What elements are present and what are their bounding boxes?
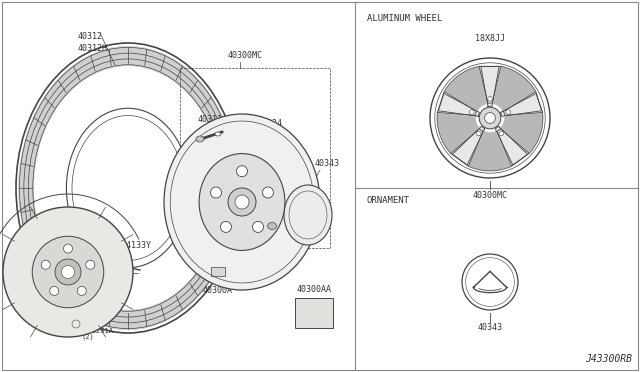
Polygon shape [493, 66, 536, 110]
Circle shape [86, 260, 95, 269]
Circle shape [506, 110, 511, 114]
Polygon shape [451, 129, 483, 166]
Ellipse shape [284, 185, 332, 245]
Text: 3: 3 [74, 321, 77, 327]
Circle shape [63, 244, 72, 253]
Circle shape [235, 195, 249, 209]
Text: 18X8JJ: 18X8JJ [475, 33, 505, 42]
Text: 40300MC: 40300MC [228, 51, 263, 60]
Circle shape [55, 259, 81, 285]
Circle shape [50, 286, 59, 295]
Polygon shape [452, 126, 484, 165]
Ellipse shape [19, 46, 238, 330]
Text: 40343: 40343 [315, 159, 340, 168]
Circle shape [488, 96, 492, 101]
Text: 40224: 40224 [258, 119, 283, 128]
Polygon shape [501, 112, 543, 153]
Polygon shape [444, 66, 487, 110]
Circle shape [211, 187, 221, 198]
Circle shape [470, 110, 474, 114]
Polygon shape [495, 126, 527, 165]
Text: 40300A: 40300A [203, 286, 233, 295]
Circle shape [435, 63, 545, 173]
Polygon shape [438, 93, 479, 116]
Circle shape [32, 236, 104, 308]
Circle shape [220, 221, 232, 232]
Circle shape [228, 188, 256, 216]
Polygon shape [497, 129, 529, 166]
Text: ORNAMENT: ORNAMENT [367, 196, 410, 205]
Text: 40343: 40343 [477, 324, 502, 333]
Text: 44133Y: 44133Y [122, 241, 152, 250]
Ellipse shape [34, 66, 222, 310]
Circle shape [499, 131, 504, 136]
Ellipse shape [164, 114, 320, 290]
Text: @08110-8201A
(2): @08110-8201A (2) [63, 327, 113, 340]
Circle shape [262, 187, 273, 198]
Text: 40300MC: 40300MC [472, 190, 508, 199]
Text: 40311: 40311 [198, 115, 223, 124]
Text: J43300RB: J43300RB [585, 354, 632, 364]
Text: 40312H: 40312H [78, 44, 108, 53]
Circle shape [77, 286, 86, 295]
Circle shape [3, 207, 133, 337]
Circle shape [476, 131, 481, 136]
Text: 40312: 40312 [78, 32, 103, 41]
Bar [211, 267, 225, 276]
Circle shape [41, 260, 51, 269]
Polygon shape [504, 92, 543, 115]
Polygon shape [481, 67, 499, 106]
Ellipse shape [67, 108, 189, 268]
Polygon shape [468, 132, 511, 171]
Ellipse shape [215, 132, 221, 136]
Text: 40300AA: 40300AA [296, 285, 332, 294]
Circle shape [237, 166, 248, 177]
Circle shape [61, 266, 74, 279]
Circle shape [484, 113, 495, 124]
Ellipse shape [199, 154, 285, 250]
Polygon shape [437, 112, 479, 153]
Polygon shape [438, 92, 476, 115]
Ellipse shape [268, 222, 276, 230]
Polygon shape [479, 66, 501, 103]
Ellipse shape [196, 136, 204, 142]
Text: ALUMINUM WHEEL: ALUMINUM WHEEL [367, 14, 442, 23]
Circle shape [253, 221, 264, 232]
Polygon shape [500, 93, 541, 116]
Circle shape [479, 107, 500, 129]
Bar [295, 298, 333, 328]
